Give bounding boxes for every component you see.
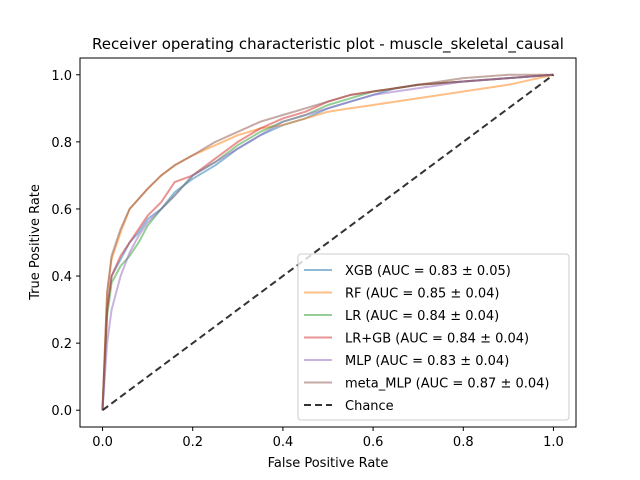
x-tick-label: 0.8 [453,435,474,450]
x-tick-label: 1.0 [543,435,564,450]
x-axis-ticks: 0.0 0.2 0.4 0.6 0.8 1.0 [92,427,564,450]
x-tick-label: 0.0 [92,435,113,450]
legend-label: RF (AUC = 0.85 ± 0.04) [345,287,499,302]
x-tick-label: 0.4 [273,435,294,450]
y-tick-label: 0.6 [51,203,72,218]
y-tick-label: 0.0 [51,404,72,419]
plot-frame [79,57,577,428]
roc-curve-5 [101,73,554,411]
legend-box [297,253,570,421]
x-tick-label: 0.2 [182,435,203,450]
legend-label: LR+GB (AUC = 0.84 ± 0.04) [345,332,529,347]
y-tick-label: 1.0 [51,69,72,84]
legend-label: LR (AUC = 0.84 ± 0.04) [345,309,499,324]
legend-label: Chance [345,399,394,414]
y-axis-ticks: 0.0 0.2 0.4 0.6 0.8 1.0 [51,69,80,419]
roc-curve-4 [101,73,554,411]
y-tick-label: 0.8 [51,136,72,151]
y-axis-label: True Positive Rate [28,184,43,301]
x-tick-label: 0.6 [363,435,384,450]
y-tick-label: 0.4 [51,270,72,285]
plot-lines [101,73,555,412]
y-tick-label: 0.2 [51,337,72,352]
legend-label: MLP (AUC = 0.83 ± 0.04) [345,354,509,369]
legend-label: XGB (AUC = 0.83 ± 0.05) [345,264,511,279]
x-axis-label: False Positive Rate [268,456,389,471]
chance-line [101,73,555,412]
legend: XGB (AUC = 0.83 ± 0.05) RF (AUC = 0.85 ± … [297,253,570,421]
legend-label: meta_MLP (AUC = 0.87 ± 0.04) [345,377,550,392]
chart-title: Receiver operating characteristic plot -… [92,35,564,54]
